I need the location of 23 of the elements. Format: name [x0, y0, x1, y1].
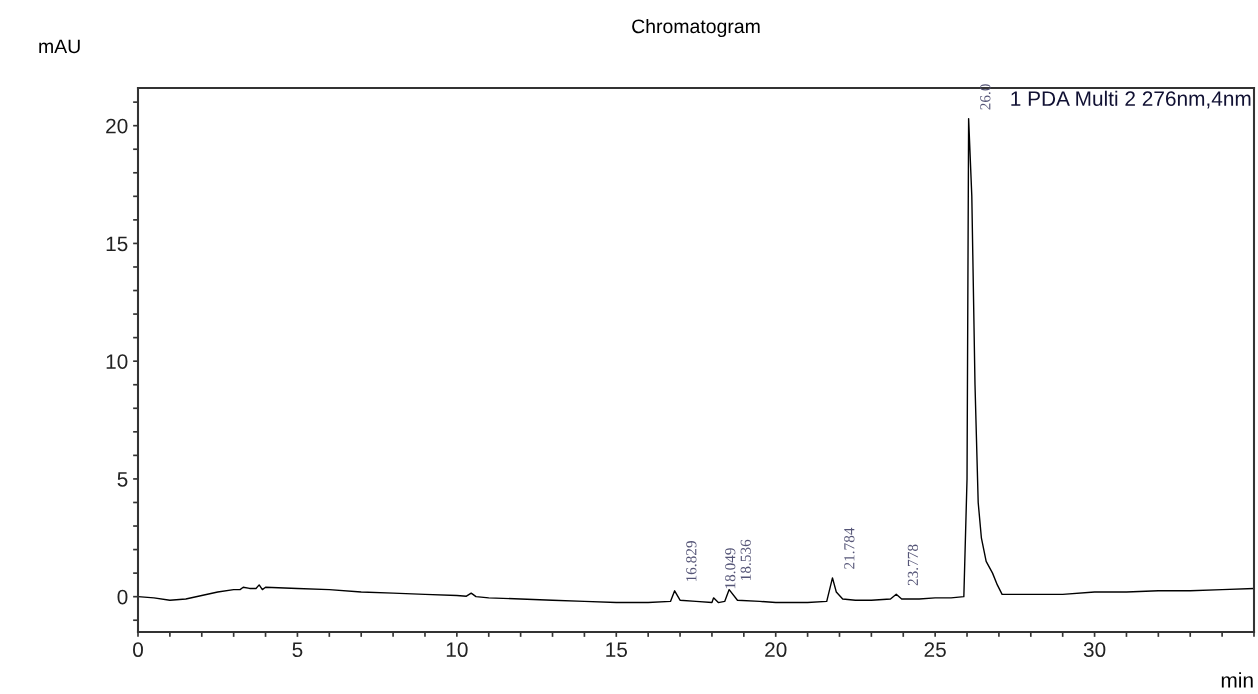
x-tick-label: 25 [924, 642, 946, 658]
y-tick-label: 15 [106, 236, 128, 252]
annotation: 18.049 [725, 548, 736, 589]
annotation: 18.536 [740, 539, 751, 580]
y-tick-label: 10 [106, 354, 128, 369]
annotation: 26.0 [980, 84, 991, 110]
x-axis-title: min [1221, 672, 1253, 688]
x-tick-label: 30 [1083, 642, 1106, 658]
annotation: 16.829 [686, 541, 697, 582]
chart-title: Chromatogram [632, 18, 760, 38]
annotation: 21.784 [844, 527, 855, 569]
x-tick-label: 20 [765, 642, 787, 658]
x-tick-label: 15 [606, 642, 627, 658]
x-tick-label: 0 [133, 642, 143, 658]
x-tick-label: 10 [446, 642, 468, 658]
y-axis-title: mAU [39, 39, 80, 54]
annotation: 23.778 [907, 544, 919, 586]
annotation: 1 PDA Multi 2 276nm,4nm [1011, 90, 1251, 109]
y-tick-label: 0 [117, 589, 128, 605]
x-tick-label: 5 [292, 642, 303, 658]
y-tick-label: 5 [117, 472, 128, 487]
y-tick-label: 20 [106, 118, 128, 134]
line-series [138, 117, 1254, 604]
